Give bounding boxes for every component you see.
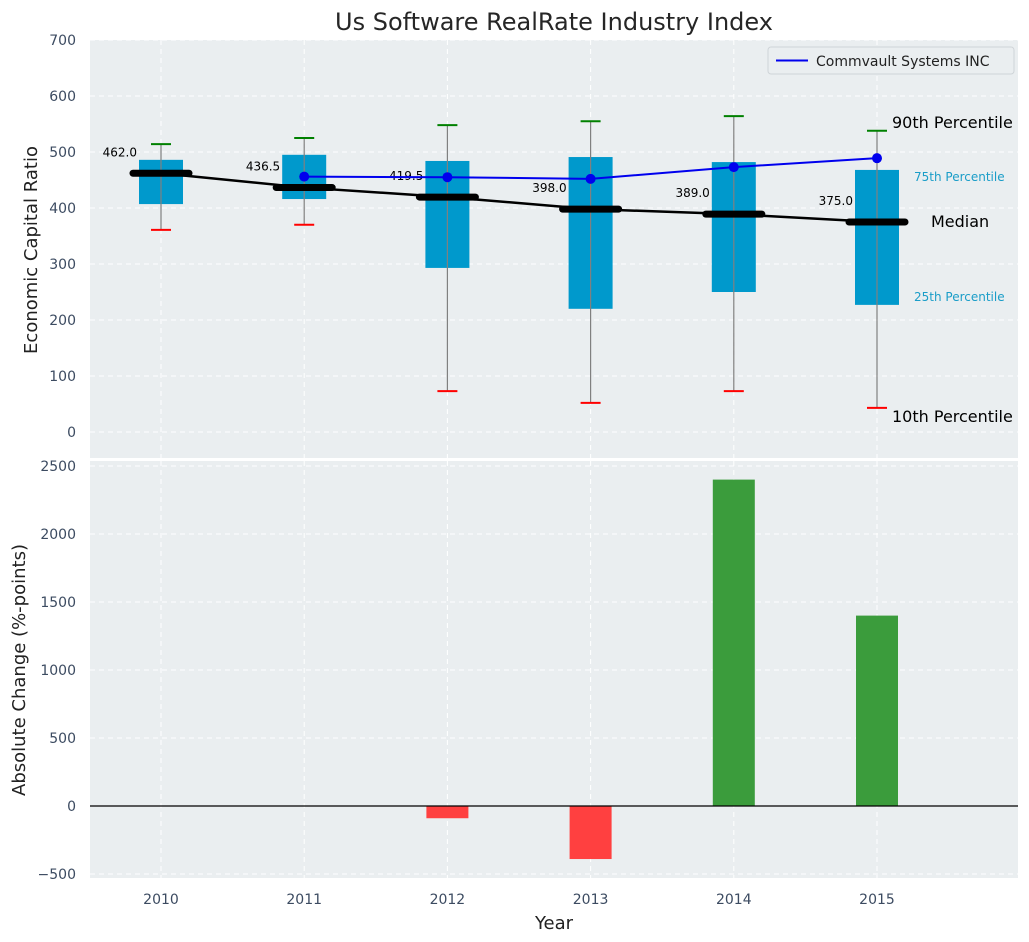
top-y-tick-label: 300: [49, 257, 76, 273]
x-tick-label: 2012: [430, 892, 466, 908]
company-point: [585, 173, 596, 184]
bottom-marks: [90, 458, 1018, 860]
company-point: [299, 171, 310, 182]
change-bar: [712, 479, 755, 806]
chart-title: Us Software RealRate Industry Index: [335, 8, 773, 36]
change-bar: [426, 806, 469, 819]
x-tick-label: 2010: [143, 892, 179, 908]
bottom-y-tick-label: 0: [67, 799, 76, 815]
bottom-y-axis-label: Absolute Change (%-points): [9, 544, 30, 796]
top-y-axis-label: Economic Capital Ratio: [21, 146, 42, 354]
company-point: [728, 162, 739, 173]
median-value-label: 389.0: [675, 186, 709, 200]
annotation-90th-percentile: 90th Percentile: [892, 113, 1013, 132]
change-bar: [856, 615, 898, 806]
top-y-tick-label: 700: [49, 33, 76, 49]
x-tick-label: 2015: [859, 892, 895, 908]
annotation-median: Median: [931, 212, 989, 231]
top-y-tick-label: 100: [49, 369, 76, 385]
annotation-75th-percentile: 75th Percentile: [914, 170, 1005, 184]
bottom-y-tick-label: 500: [49, 731, 76, 747]
bottom-y-tick-label: −500: [38, 867, 76, 883]
annotation-25th-percentile: 25th Percentile: [914, 290, 1005, 304]
bottom-y-tick-label: 2500: [40, 459, 76, 475]
median-value-label: 462.0: [103, 145, 137, 159]
legend: Commvault Systems INC: [767, 46, 1015, 75]
x-tick-label: 2014: [716, 892, 752, 908]
top-y-tick-label: 400: [49, 201, 76, 217]
top-y-ticks: 0 100 200 300 400 500 600 700: [49, 33, 76, 441]
bottom-y-tick-label: 2000: [40, 527, 76, 543]
median-value-label: 375.0: [819, 194, 853, 208]
top-y-tick-label: 500: [49, 145, 76, 161]
median-value-label: 398.0: [532, 181, 566, 195]
x-ticks: 2010 2011 2012 2013 2014 2015: [143, 892, 895, 908]
legend-label: Commvault Systems INC: [816, 54, 990, 70]
bottom-y-tick-label: 1500: [40, 595, 76, 611]
x-tick-label: 2013: [573, 892, 609, 908]
bottom-y-tick-label: 1000: [40, 663, 76, 679]
bottom-grid: [90, 461, 1018, 878]
company-point: [872, 153, 882, 164]
top-y-tick-label: 200: [49, 313, 76, 329]
bottom-y-ticks: −500 0 500 1000 1500 2000 2500: [38, 459, 76, 883]
median-value-label: 436.5: [246, 160, 280, 174]
top-y-tick-label: 600: [49, 89, 76, 105]
x-axis-label: Year: [534, 913, 574, 934]
change-bar: [569, 806, 612, 860]
top-y-tick-label: 0: [67, 425, 76, 441]
company-point: [442, 172, 453, 183]
x-tick-label: 2011: [286, 892, 322, 908]
legend-box: [767, 46, 1015, 75]
annotation-10th-percentile: 10th Percentile: [892, 407, 1013, 426]
